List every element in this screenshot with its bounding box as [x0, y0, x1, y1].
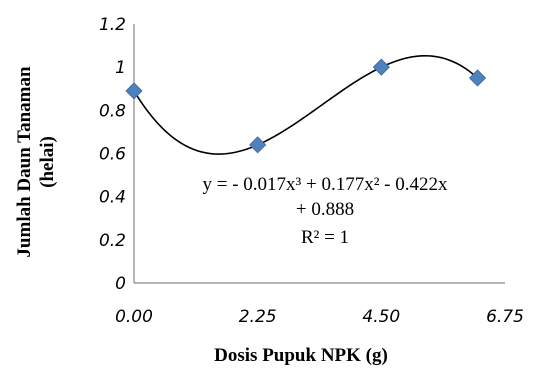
trendline-curve	[133, 54, 479, 155]
x-tick-label: 0.00	[115, 307, 153, 327]
y-axis-title-line-1: Jumlah Daun Tanaman	[14, 66, 35, 258]
data-point-marker	[249, 136, 267, 154]
y-tick-label: 0.8	[99, 101, 126, 121]
y-tick-labels: 0 0.2 0.4 0.6 0.8 1 1.2	[99, 15, 126, 294]
y-tick-label: 0	[115, 274, 126, 294]
y-tick-label: 0.6	[99, 145, 126, 165]
y-tick-label: 1.2	[99, 15, 126, 35]
x-tick-label: 6.75	[486, 307, 524, 327]
data-point-marker	[468, 69, 487, 87]
y-axis-title: Jumlah Daun Tanaman (helai)	[14, 66, 58, 258]
x-tick-labels: 0.00 2.25 4.50 6.75	[115, 307, 524, 327]
data-point-marker	[372, 58, 390, 76]
x-tick-label: 4.50	[362, 307, 400, 327]
y-axis-title-line-2: (helai)	[37, 136, 58, 188]
trend-equation-line-2: + 0.888	[296, 199, 354, 220]
x-axis-title: Dosis Pupuk NPK (g)	[214, 345, 388, 366]
x-tick-label: 2.25	[239, 307, 277, 327]
y-tick-label: 1	[115, 58, 126, 78]
y-tick-label: 0.4	[99, 188, 126, 208]
trend-equation-line-1: y = - 0.017x³ + 0.177x² - 0.422x	[203, 174, 448, 195]
y-tick-label: 0.2	[99, 231, 126, 251]
data-markers	[125, 58, 487, 154]
trend-r2-label: R² = 1	[301, 227, 349, 248]
data-point-marker	[125, 82, 143, 100]
